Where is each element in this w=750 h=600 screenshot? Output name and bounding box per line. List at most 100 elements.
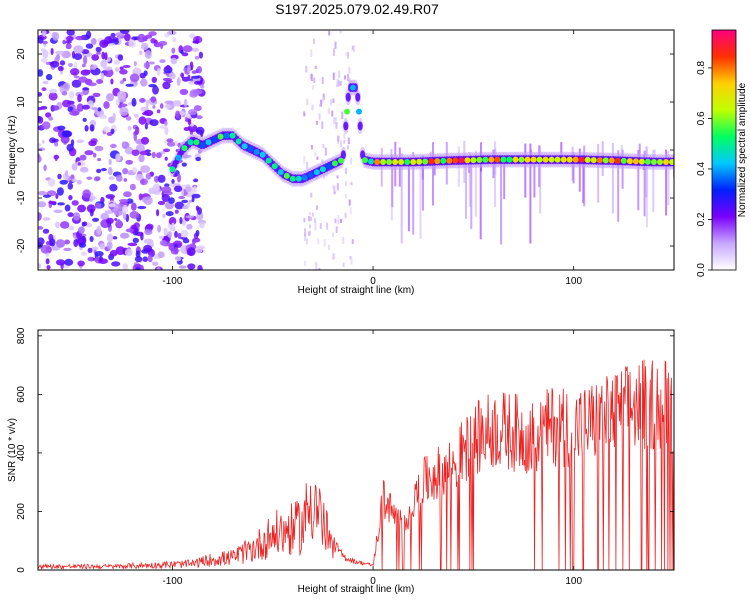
spectrogram-cell bbox=[79, 166, 89, 173]
spectrogram-cell bbox=[500, 158, 503, 245]
spectrogram-cell bbox=[94, 202, 102, 209]
colorbar-tick-label: 0.2 bbox=[696, 212, 707, 226]
spectrogram-cell bbox=[667, 151, 670, 206]
spectrogram-cell bbox=[157, 251, 165, 258]
spectrogram-cell bbox=[303, 218, 306, 223]
spectrogram-cell bbox=[315, 120, 318, 125]
spectrogram-cell bbox=[398, 159, 405, 165]
spectrogram-cell bbox=[320, 99, 323, 107]
spectrogram-cell bbox=[88, 140, 97, 147]
spectrogram-cell bbox=[144, 50, 152, 59]
spectrogram-cell bbox=[187, 119, 192, 126]
spectrogram-cell bbox=[129, 183, 136, 191]
spectrogram-cell bbox=[46, 190, 57, 197]
spectrogram-cell bbox=[57, 65, 64, 72]
spectrogram-cell bbox=[340, 140, 342, 148]
y-tick-label: -10 bbox=[16, 190, 27, 205]
spectrogram-cell bbox=[41, 57, 48, 64]
spectrogram-cell bbox=[82, 189, 91, 198]
spectrogram-cell bbox=[57, 125, 66, 131]
spectrogram-cell bbox=[79, 154, 87, 161]
spectrogram-cell bbox=[100, 72, 105, 81]
spectrogram-cell bbox=[277, 169, 284, 176]
spectrogram-cell bbox=[140, 42, 149, 51]
spectrogram-cell bbox=[192, 40, 200, 44]
spectrogram-cell bbox=[191, 47, 200, 52]
spectrogram-cell bbox=[66, 30, 75, 36]
spectrogram-cell bbox=[428, 158, 435, 165]
spectrogram-cell bbox=[59, 179, 68, 185]
spectrogram-cell bbox=[193, 139, 200, 146]
y-tick-label: 800 bbox=[16, 327, 27, 344]
spectrogram-cell bbox=[151, 76, 157, 83]
spectrogram-cell bbox=[108, 176, 115, 181]
y-tick-label: 600 bbox=[16, 386, 27, 403]
spectrogram-cell bbox=[152, 85, 159, 95]
spectrogram-cell bbox=[45, 73, 53, 81]
spectrogram-cell bbox=[355, 92, 361, 102]
spectrogram-cell bbox=[195, 205, 200, 211]
spectrogram-cell bbox=[100, 212, 110, 221]
spectrogram-cell bbox=[83, 69, 92, 74]
spectrogram-cell bbox=[133, 61, 137, 66]
spectrogram-cell bbox=[169, 166, 176, 173]
spectrogram-cell bbox=[332, 72, 335, 80]
spectrogram-cell bbox=[175, 110, 181, 119]
spectrogram-cell bbox=[156, 267, 161, 270]
spectrogram-cell bbox=[113, 59, 121, 65]
spectrogram-cell bbox=[572, 156, 579, 163]
spectrogram-cell bbox=[488, 156, 495, 163]
spectrogram-cell bbox=[117, 54, 124, 61]
spectrogram-cell bbox=[178, 195, 186, 200]
spectrogram-cell bbox=[112, 236, 118, 240]
spectrogram-cell bbox=[138, 98, 146, 103]
spectrogram-cell bbox=[164, 100, 174, 105]
y-tick-label: -20 bbox=[16, 238, 27, 253]
spectrogram-cell bbox=[116, 218, 121, 226]
spectrogram-cell bbox=[317, 238, 320, 245]
spectrogram-cell bbox=[140, 78, 148, 87]
spectrogram-cell bbox=[97, 107, 102, 112]
spectrogram-cell bbox=[38, 155, 42, 163]
spectrogram-cell bbox=[512, 156, 519, 163]
spectrogram-cell bbox=[330, 99, 332, 106]
spectrogram-cell bbox=[196, 66, 203, 74]
spectrogram-cell bbox=[458, 157, 465, 164]
spectrogram-cell bbox=[73, 75, 80, 79]
spectrogram-cell bbox=[620, 157, 627, 164]
spectrogram-cell bbox=[194, 80, 203, 85]
spectrogram-cell bbox=[524, 143, 527, 198]
spectrogram-cell bbox=[137, 33, 146, 43]
spectrogram-cell bbox=[665, 149, 668, 216]
spectrogram-cell bbox=[109, 183, 118, 192]
spectrogram-cell bbox=[106, 209, 112, 214]
spectrogram-cell bbox=[174, 201, 184, 210]
spectrogram-cell bbox=[115, 153, 121, 162]
spectrogram-cell bbox=[314, 65, 317, 70]
spectrogram-cell bbox=[142, 111, 150, 116]
spectrogram-cell bbox=[82, 117, 87, 122]
spectrogram-cell bbox=[99, 243, 106, 250]
spectrogram-cell bbox=[348, 67, 351, 74]
spectrogram-cell bbox=[306, 238, 308, 245]
spectrogram-cell bbox=[303, 111, 306, 117]
spectrogram-cell bbox=[170, 57, 178, 65]
spectrogram-cell bbox=[195, 245, 203, 254]
spectrogram-cell bbox=[336, 79, 339, 85]
spectrogram-cell bbox=[407, 157, 410, 232]
spectrogram-cell bbox=[337, 215, 340, 221]
spectrogram-cell bbox=[77, 94, 82, 103]
spectrogram-y-ticks: -20 -10 0 10 20 bbox=[16, 48, 674, 253]
spectrogram-cell bbox=[179, 217, 183, 225]
spectrogram-cell bbox=[187, 139, 194, 146]
spectrogram-cell bbox=[572, 152, 575, 184]
spectrogram-cell bbox=[157, 174, 166, 183]
spectrogram-cell bbox=[110, 78, 114, 85]
spectrogram-cell bbox=[140, 165, 151, 173]
spectrogram-cell bbox=[343, 133, 346, 139]
spectrogram-cell bbox=[316, 156, 319, 160]
spectrogram-cell bbox=[98, 258, 108, 265]
spectrogram-cell bbox=[53, 209, 63, 214]
spectrogram-cell bbox=[55, 221, 60, 229]
